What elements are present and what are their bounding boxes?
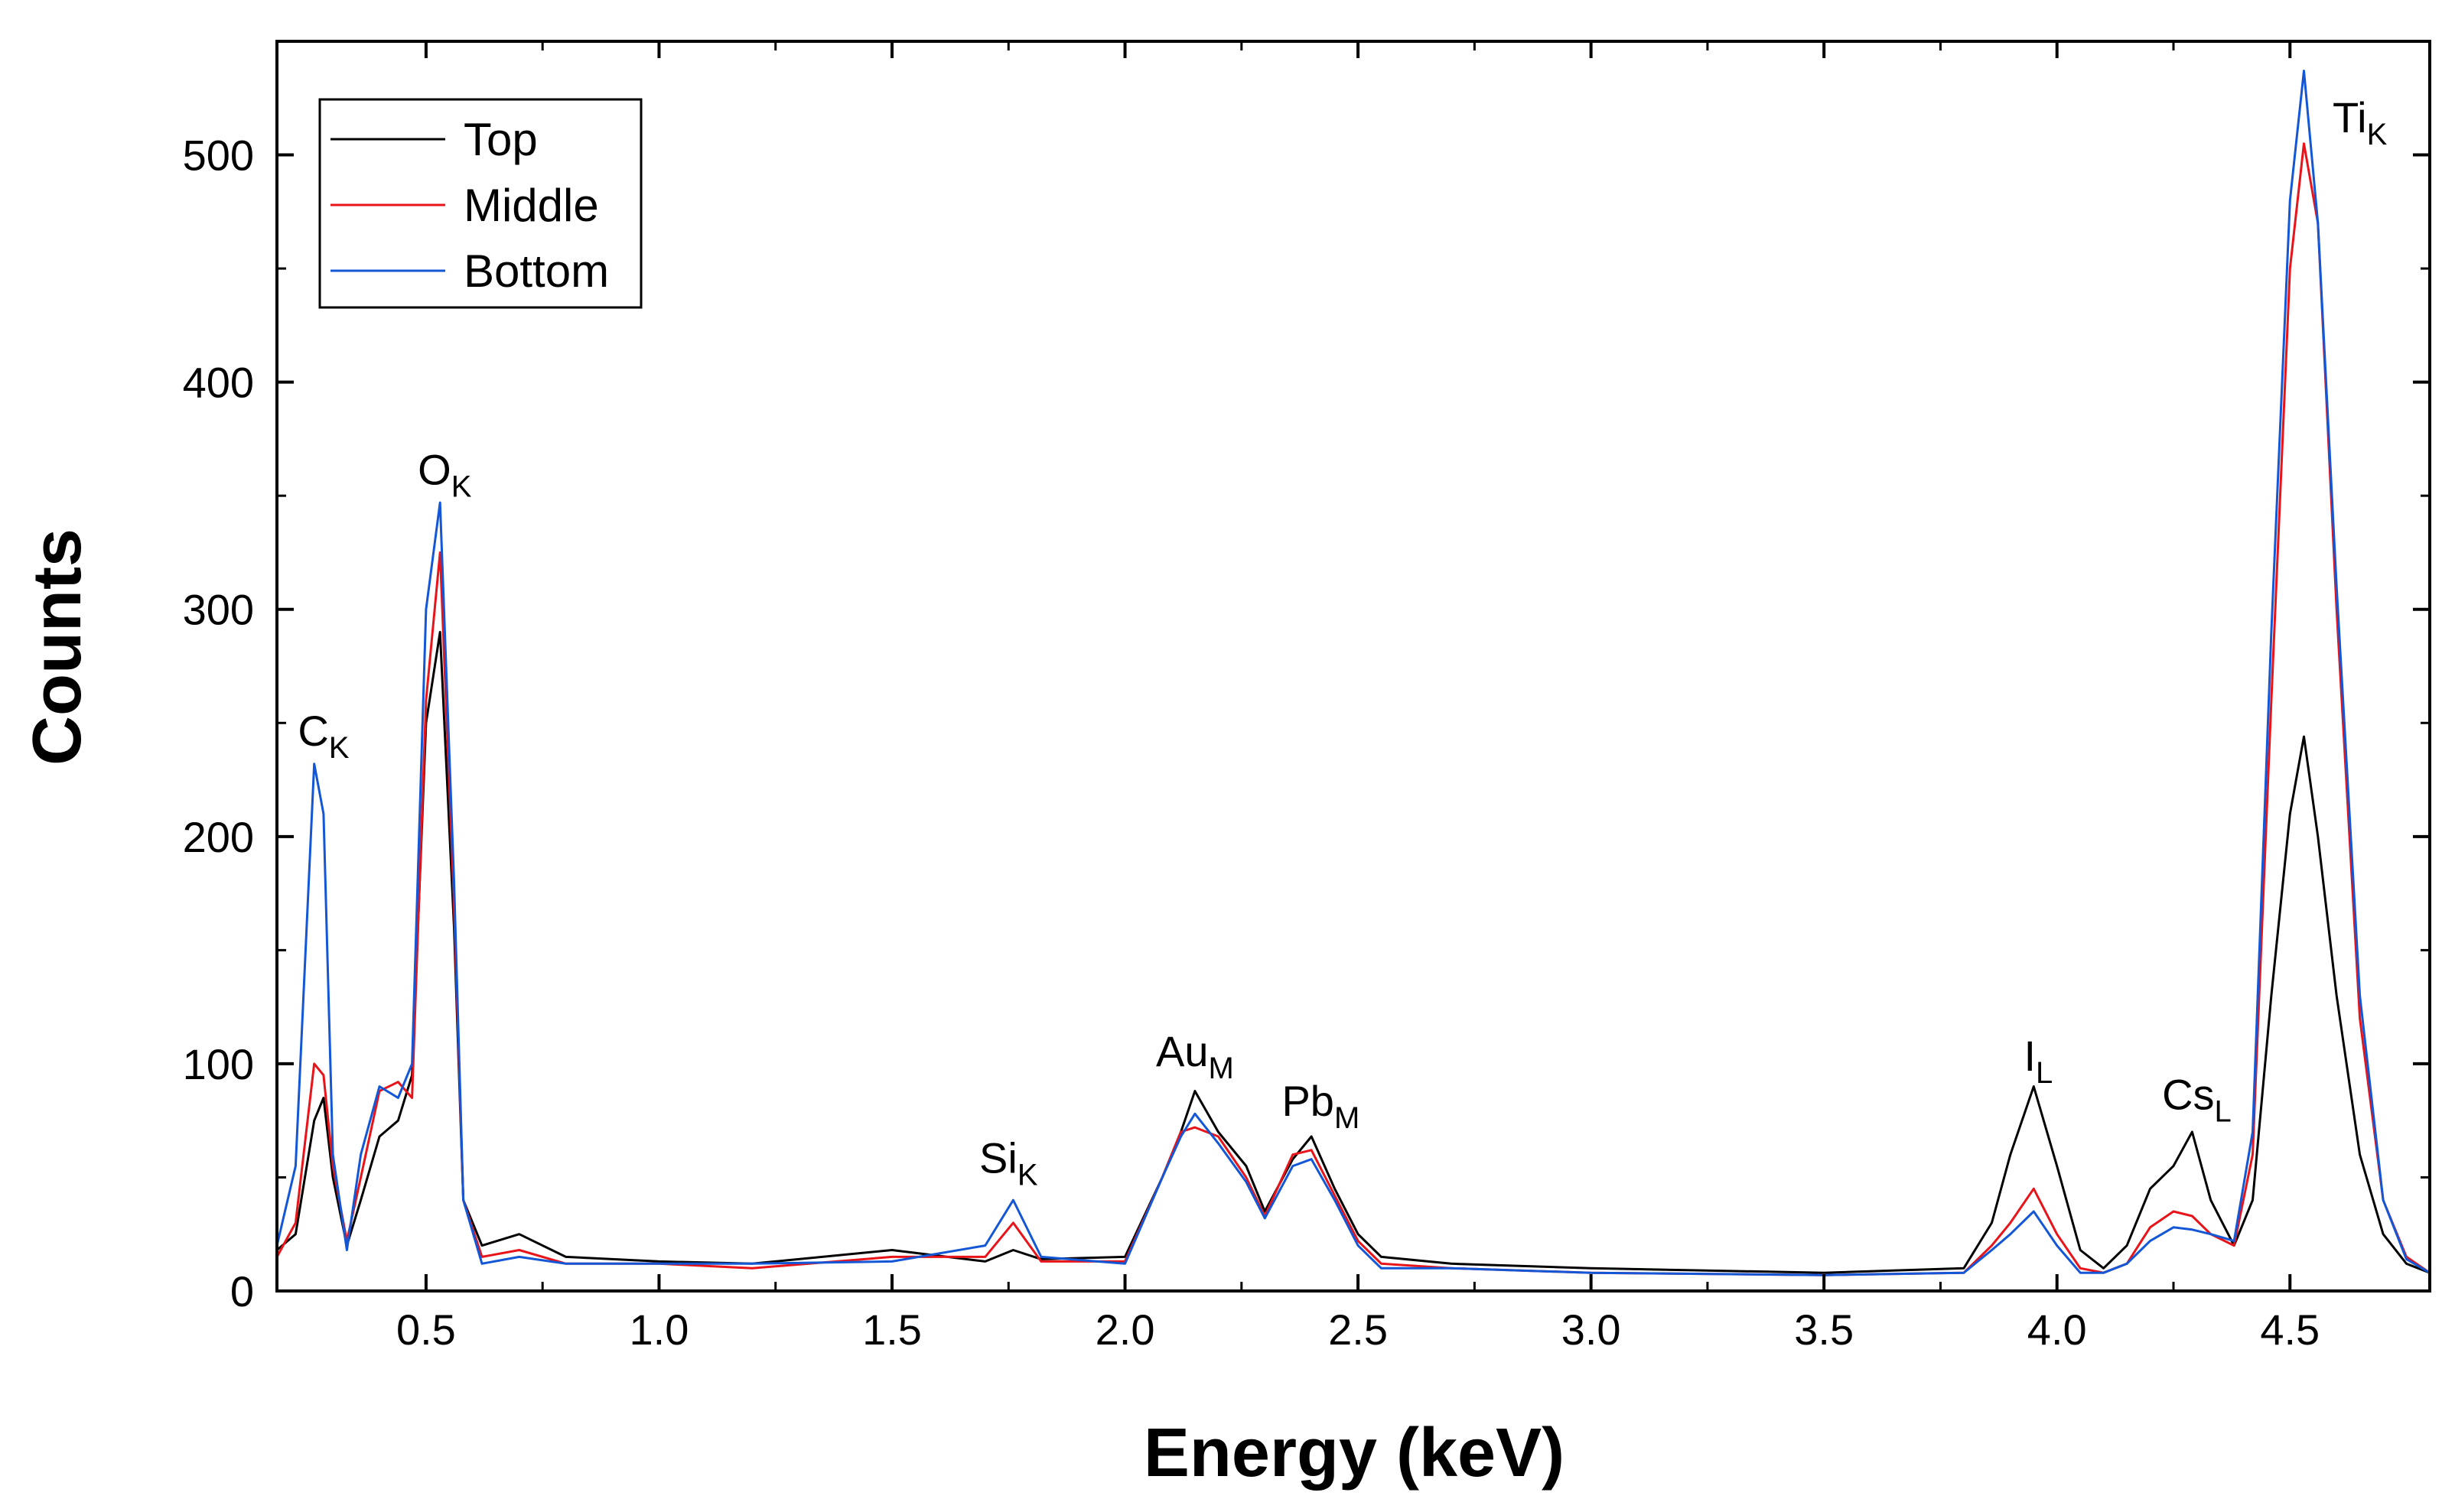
legend-label-top: Top	[464, 114, 538, 165]
peak-label-o: OK	[418, 445, 472, 503]
series-line-bottom	[275, 70, 2431, 1276]
y-tick-label: 0	[230, 1267, 254, 1315]
x-tick-label: 4.0	[2027, 1306, 2087, 1354]
series-line-middle	[275, 142, 2431, 1276]
x-tick-label: 1.5	[862, 1306, 922, 1354]
x-tick-label: 2.5	[1328, 1306, 1388, 1354]
y-tick-label: 500	[183, 132, 254, 180]
x-axis: 0.5 1.0 1.5 2.0 2.5 3.0 3.5 4.0 4.5	[396, 41, 2320, 1354]
peak-label-ti: TiK	[2333, 93, 2388, 151]
x-tick-label: 4.5	[2260, 1306, 2320, 1354]
peak-label-c: CK	[298, 707, 349, 765]
peak-label-si: SiK	[979, 1134, 1038, 1192]
legend-label-middle: Middle	[464, 180, 599, 231]
x-tick-label: 2.0	[1096, 1306, 1155, 1354]
y-axis-title: Counts	[19, 528, 96, 766]
series-layer	[275, 70, 2431, 1276]
peak-label-i: IL	[2024, 1032, 2053, 1090]
legend-label-bottom: Bottom	[464, 245, 609, 297]
x-axis-title: Energy (keV)	[1144, 1415, 1565, 1491]
y-tick-label: 300	[183, 586, 254, 634]
y-tick-label: 100	[183, 1040, 254, 1088]
x-tick-label: 1.0	[630, 1306, 689, 1354]
x-tick-label: 3.5	[1794, 1306, 1854, 1354]
y-axis: 0 100 200 300 400 500	[183, 40, 2430, 1315]
x-tick-label: 0.5	[396, 1306, 456, 1354]
x-tick-label: 3.0	[1561, 1306, 1621, 1354]
peak-label-au: AuM	[1156, 1027, 1234, 1085]
y-tick-label: 200	[183, 813, 254, 861]
legend: Top Middle Bottom	[318, 98, 643, 309]
y-tick-label: 400	[183, 359, 254, 407]
peak-label-pb: PbM	[1281, 1077, 1359, 1135]
peak-label-cs: CsL	[2162, 1070, 2232, 1128]
peak-annotations: CK OK SiK AuM PbM IL CsL TiK	[298, 93, 2387, 1192]
plot-frame	[275, 40, 2431, 1293]
legend-box	[318, 98, 643, 309]
